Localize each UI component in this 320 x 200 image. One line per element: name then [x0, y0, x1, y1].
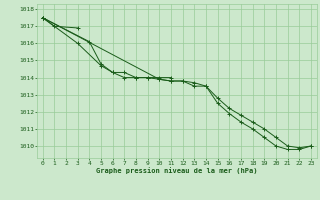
X-axis label: Graphe pression niveau de la mer (hPa): Graphe pression niveau de la mer (hPa) [96, 167, 258, 174]
